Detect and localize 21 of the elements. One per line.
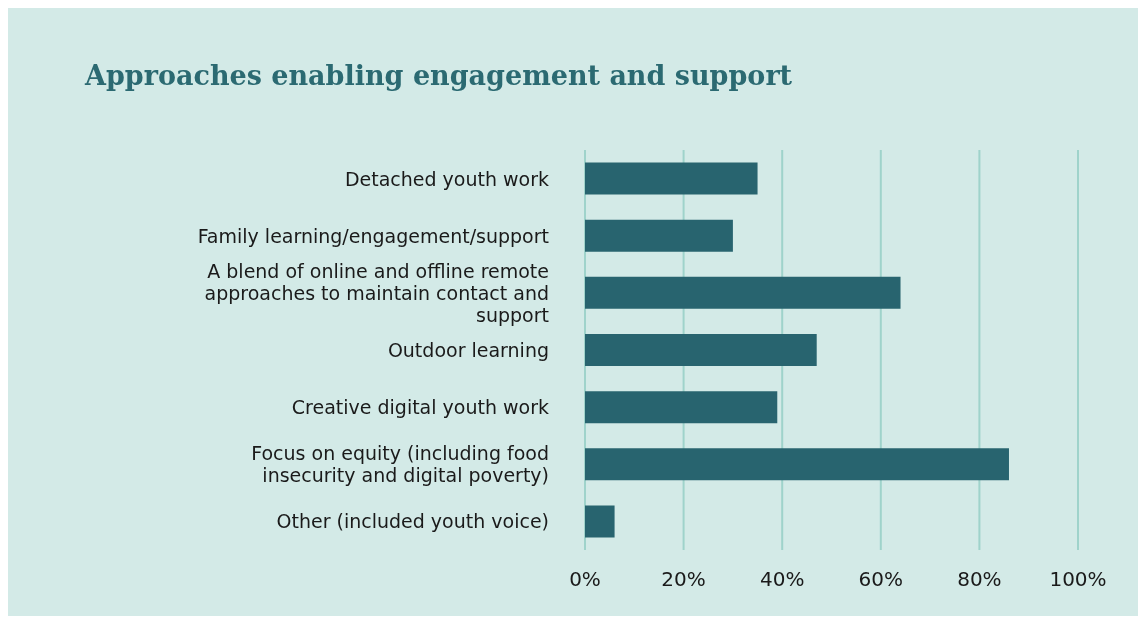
- y-tick-label: Outdoor learning: [387, 339, 549, 361]
- bar: [585, 219, 733, 252]
- x-tick-label: 80%: [957, 567, 1002, 592]
- y-tick-label: Other (included youth voice): [276, 510, 549, 533]
- bar: [585, 162, 758, 195]
- x-tick-label: 100%: [1049, 567, 1107, 592]
- y-tick-label: A blend of online and offline remote approaches to maintain contact and support: [204, 259, 549, 326]
- bar: [585, 276, 901, 309]
- chart-title: Approaches enabling engagement and support: [85, 60, 793, 91]
- x-tick-label: 60%: [858, 567, 904, 592]
- x-tick-label: 40%: [759, 567, 805, 592]
- y-tick-label: Detached youth work: [344, 167, 549, 190]
- bar: [585, 505, 615, 538]
- bar: [585, 448, 1009, 481]
- y-tick-label: Family learning/engagement/support: [197, 224, 549, 247]
- x-tick-label: 0%: [569, 567, 601, 592]
- bar: [585, 334, 817, 366]
- bar: [585, 391, 778, 424]
- x-tick-label: 20%: [661, 567, 706, 592]
- y-tick-label: Focus on equity (including food insecurity and digital poverty): [251, 442, 549, 487]
- y-tick-label: Creative digital youth work: [291, 396, 549, 419]
